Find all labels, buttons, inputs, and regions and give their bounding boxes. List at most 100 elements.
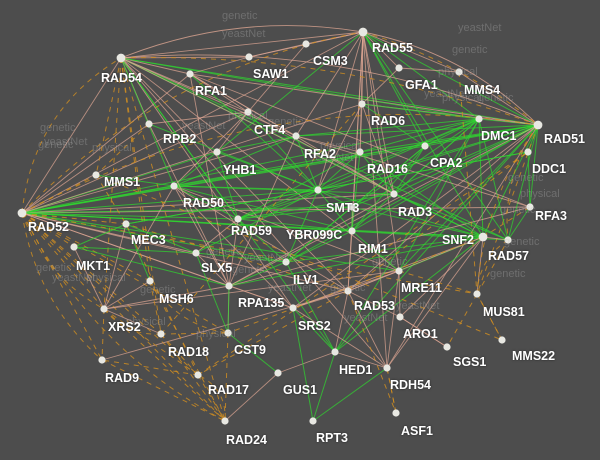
node-gus1[interactable]	[274, 369, 282, 377]
edge-yeastNet	[351, 124, 539, 232]
node-ddc1[interactable]	[524, 148, 532, 156]
node-saw1[interactable]	[245, 53, 253, 61]
node-rfa2[interactable]	[292, 132, 300, 140]
node-rad52[interactable]	[17, 208, 27, 218]
edge-yeastNet	[227, 285, 230, 334]
edge-genetic	[95, 57, 122, 176]
node-rad9[interactable]	[98, 356, 106, 364]
node-ybr099c[interactable]	[348, 203, 356, 211]
node-srs2[interactable]	[289, 304, 297, 312]
edge-yeastNet	[393, 193, 484, 238]
edge-physical	[247, 43, 307, 113]
node-rad17[interactable]	[194, 371, 202, 379]
node-rpb2[interactable]	[145, 120, 153, 128]
node-snf2[interactable]	[478, 232, 488, 242]
node-mms22[interactable]	[498, 336, 506, 344]
node-ctf4[interactable]	[244, 108, 252, 116]
edge-yeastNet	[195, 252, 229, 334]
node-rad50[interactable]	[170, 182, 178, 190]
node-asf1[interactable]	[392, 409, 400, 417]
node-rfa3[interactable]	[526, 203, 534, 211]
edge-yeastNet	[120, 57, 539, 126]
node-aro1[interactable]	[396, 313, 404, 321]
edge-yeastNet	[482, 124, 539, 238]
edge-yeastNet	[125, 223, 151, 282]
edge-physical	[292, 124, 539, 309]
edge-physical	[295, 135, 361, 153]
node-hed1[interactable]	[331, 348, 339, 356]
node-rad6[interactable]	[358, 100, 366, 108]
node-gfa1[interactable]	[395, 64, 403, 72]
edge-genetic	[103, 308, 162, 335]
edge-genetic	[446, 293, 478, 348]
edge-yeastNet	[247, 111, 319, 191]
edge-physical	[173, 111, 249, 187]
node-rad18[interactable]	[157, 330, 165, 338]
node-cpa2[interactable]	[421, 142, 429, 150]
edge-yeastNet	[125, 151, 529, 225]
node-yhb1[interactable]	[213, 148, 221, 156]
edge-physical	[195, 252, 230, 287]
edge-genetic	[149, 280, 229, 334]
node-mec3[interactable]	[122, 220, 130, 228]
node-rpt3[interactable]	[309, 417, 317, 425]
node-msh6[interactable]	[146, 277, 154, 285]
edge-yeastNet	[359, 118, 480, 153]
node-slx5[interactable]	[192, 249, 200, 257]
node-rad59[interactable]	[234, 215, 242, 223]
edge-type-label-yeastNet: yeastNet	[268, 282, 312, 294]
edge-type-label-yeastNet: yeastNet	[244, 252, 288, 264]
edge-yeastNet	[73, 246, 230, 287]
edge-type-label-genetic: genetic	[36, 262, 72, 274]
edge-genetic	[120, 57, 162, 335]
node-rad51[interactable]	[533, 120, 543, 130]
edge-physical	[148, 123, 230, 287]
node-rad53[interactable]	[344, 287, 352, 295]
node-dmc1[interactable]	[475, 115, 483, 123]
edge-physical	[359, 103, 363, 153]
node-mus81[interactable]	[473, 290, 481, 298]
node-cst9[interactable]	[224, 329, 232, 337]
node-ilv1[interactable]	[282, 258, 290, 266]
node-rdh54[interactable]	[383, 364, 391, 372]
node-mkt1[interactable]	[70, 243, 78, 251]
edge-type-label-physical: physical	[438, 66, 478, 78]
node-xrs2[interactable]	[100, 305, 108, 313]
edge-type-label-genetic: genetic	[222, 10, 258, 22]
edge-type-label-physical: physical	[126, 316, 166, 328]
node-rim1[interactable]	[348, 227, 356, 235]
edge-genetic	[149, 280, 226, 422]
node-sgs1[interactable]	[443, 343, 451, 351]
node-smt3[interactable]	[314, 186, 322, 194]
edge-type-label-physical: physical	[196, 328, 236, 340]
node-csm3[interactable]	[302, 40, 310, 48]
node-rad24[interactable]	[221, 417, 229, 425]
edge-genetic	[197, 374, 226, 422]
edge-yeastNet	[285, 189, 319, 263]
node-rfa1[interactable]	[186, 70, 194, 78]
edge-type-label-genetic: genetic	[452, 44, 488, 56]
node-mms1[interactable]	[92, 171, 100, 179]
edge-yeastNet	[173, 185, 239, 220]
edge-physical	[228, 206, 531, 287]
node-mre11[interactable]	[395, 267, 403, 275]
edge-type-label-yeastNet: yeastNet	[344, 312, 388, 324]
edge-yeastNet	[21, 189, 319, 214]
node-rad3[interactable]	[390, 190, 398, 198]
edge-yeastNet	[228, 236, 484, 287]
node-rad16[interactable]	[356, 148, 364, 156]
edge-physical	[295, 135, 531, 208]
node-rad54[interactable]	[116, 53, 126, 63]
node-rad55[interactable]	[358, 27, 368, 37]
edge-genetic	[160, 332, 229, 335]
edge-type-label-genetic: genetic	[500, 204, 536, 216]
edge-type-label-genetic: genetic	[38, 139, 74, 151]
node-mms4[interactable]	[455, 68, 463, 76]
node-rpa135[interactable]	[225, 282, 233, 290]
edge-physical	[362, 31, 400, 69]
node-rad57[interactable]	[504, 236, 512, 244]
edge-physical	[399, 316, 448, 348]
edge-yeastNet	[478, 118, 484, 238]
edge-yeastNet	[237, 218, 287, 263]
